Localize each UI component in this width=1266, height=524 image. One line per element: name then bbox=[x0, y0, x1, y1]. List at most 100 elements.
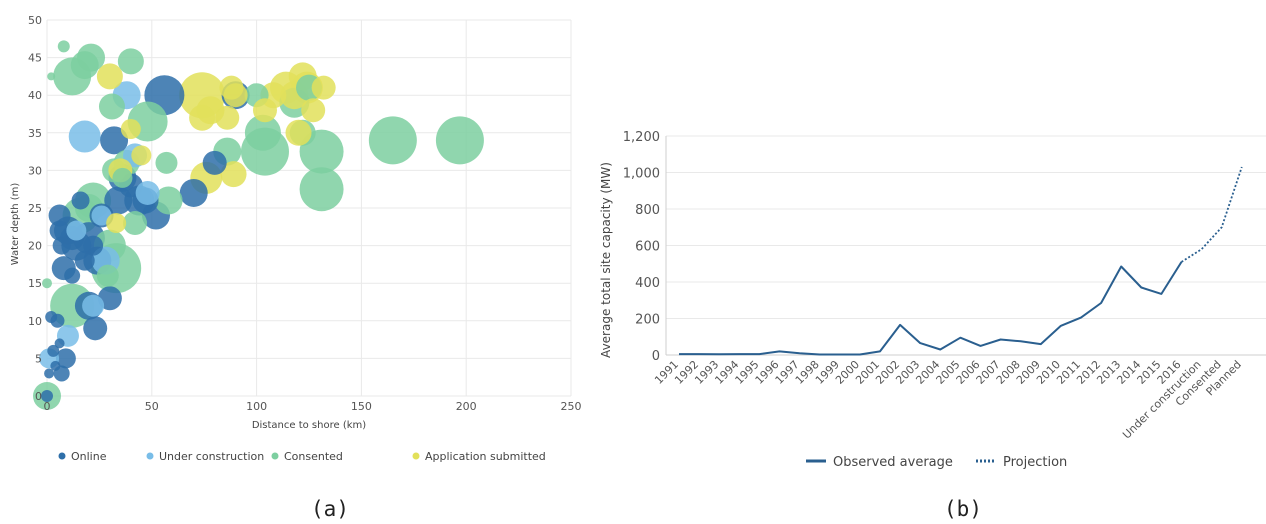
x-tick-label: 200 bbox=[456, 400, 477, 413]
projection-line bbox=[1181, 166, 1243, 263]
bubble-chart: 0 50 100 150 200 250 0 5 10 15 20 25 30 35 40 45 50 Dis… bbox=[10, 14, 582, 463]
bubble-online bbox=[64, 267, 81, 284]
bubble-application-submitted bbox=[252, 98, 277, 123]
y-tick-label: 15 bbox=[28, 277, 42, 290]
bubble-consented bbox=[77, 43, 106, 72]
bubble-consented bbox=[244, 114, 281, 151]
legend: Observed average Projection bbox=[806, 455, 1067, 470]
bubble-online bbox=[52, 236, 71, 255]
y-axis-label: Average total site capacity (MW) bbox=[599, 162, 613, 358]
bubble-online bbox=[48, 204, 71, 227]
bubble-application-submitted bbox=[311, 75, 336, 100]
bubble-consented bbox=[155, 151, 178, 174]
bubble-under-construction bbox=[82, 294, 105, 317]
bubble-consented bbox=[117, 48, 144, 75]
x-tick-labels: 1991199219931994199519961997199819992000… bbox=[652, 358, 1244, 442]
bubble-online bbox=[47, 344, 60, 357]
legend-item: Consented bbox=[271, 450, 343, 463]
x-tick-label: 100 bbox=[246, 400, 267, 413]
legend-marker bbox=[146, 452, 154, 460]
bubble-online bbox=[54, 338, 65, 349]
legend: Online Under construction Consented Applica… bbox=[58, 450, 546, 463]
y-tick-label: 0 bbox=[652, 349, 660, 364]
bubble-under-construction bbox=[68, 120, 101, 153]
legend-label: Observed average bbox=[833, 455, 953, 470]
bubble-online bbox=[74, 250, 95, 271]
x-tick-label: 250 bbox=[561, 400, 582, 413]
x-tick-label: 0 bbox=[44, 400, 51, 413]
y-tick-label: 30 bbox=[28, 164, 42, 177]
grid bbox=[665, 135, 1266, 356]
bubble-under-construction bbox=[66, 220, 87, 241]
y-tick-label: 1,200 bbox=[623, 130, 660, 145]
bubble-consented bbox=[154, 186, 183, 215]
bubble-online bbox=[100, 126, 129, 155]
y-tick-label: 40 bbox=[28, 89, 42, 102]
bubble-online bbox=[49, 220, 70, 241]
x-tick-label: 50 bbox=[145, 400, 159, 413]
y-tick-label: 600 bbox=[635, 240, 660, 255]
bubble-consented bbox=[42, 278, 52, 289]
bubble-consented bbox=[98, 93, 125, 120]
series-lines bbox=[679, 166, 1243, 356]
y-tick-labels: 0 200 400 600 800 1,000 1,200 bbox=[623, 130, 660, 364]
bubble-consented bbox=[435, 116, 484, 165]
x-tick-label: 150 bbox=[351, 400, 372, 413]
panel-label-b: (b) bbox=[944, 497, 982, 521]
bubble-online bbox=[41, 390, 53, 402]
y-tick-label: 5 bbox=[35, 352, 42, 365]
bubble-online bbox=[83, 316, 108, 341]
bubble-application-submitted bbox=[301, 98, 326, 123]
bubble-online bbox=[83, 235, 104, 256]
bubble-consented bbox=[57, 40, 70, 53]
legend-label: Under construction bbox=[159, 450, 264, 463]
bubble-consented bbox=[47, 72, 56, 81]
y-tick-label: 50 bbox=[28, 14, 42, 27]
legend-item: Observed average bbox=[806, 455, 953, 470]
legend-label: Online bbox=[71, 450, 107, 463]
bubble-consented bbox=[96, 264, 119, 287]
legend-label: Application submitted bbox=[425, 450, 546, 463]
bubble-application-submitted bbox=[223, 83, 248, 108]
legend-marker bbox=[412, 452, 420, 460]
bubble-application-submitted bbox=[285, 119, 312, 146]
y-tick-label: 1,000 bbox=[623, 167, 660, 182]
y-tick-label: 200 bbox=[635, 313, 660, 328]
bubble-consented bbox=[299, 167, 344, 212]
y-tick-label: 0 bbox=[35, 390, 42, 403]
y-tick-label: 400 bbox=[635, 276, 660, 291]
bubble-online bbox=[71, 191, 90, 210]
bubble-application-submitted bbox=[215, 105, 240, 130]
bubble-online bbox=[44, 368, 55, 379]
legend-item: Online bbox=[58, 450, 107, 463]
legend-item: Projection bbox=[976, 455, 1067, 470]
bubble-application-submitted bbox=[131, 145, 152, 166]
legend-item: Under construction bbox=[146, 450, 264, 463]
bubbles bbox=[33, 40, 484, 410]
legend-marker bbox=[58, 452, 66, 460]
legend-item: Application submitted bbox=[412, 450, 546, 463]
y-tick-label: 10 bbox=[28, 315, 42, 328]
y-tick-label: 45 bbox=[28, 52, 42, 65]
bubble-consented bbox=[368, 116, 417, 165]
bubble-online bbox=[45, 311, 58, 324]
bubble-under-construction bbox=[135, 180, 160, 205]
y-tick-label: 800 bbox=[635, 203, 660, 218]
bubble-application-submitted bbox=[189, 104, 216, 131]
bubble-application-submitted bbox=[220, 161, 247, 188]
bubble-consented bbox=[112, 167, 133, 188]
y-tick-labels: 0 5 10 15 20 25 30 35 40 45 50 bbox=[28, 14, 42, 403]
panel-label-a: (a) bbox=[311, 497, 349, 521]
bubble-application-submitted bbox=[106, 213, 127, 234]
x-axis-label: Distance to shore (km) bbox=[252, 420, 366, 431]
y-tick-label: 20 bbox=[28, 240, 42, 253]
bubble-online bbox=[179, 178, 208, 207]
bubble-application-submitted bbox=[120, 119, 141, 140]
legend-label: Consented bbox=[284, 450, 343, 463]
x-tick-labels: 0 50 100 150 200 250 bbox=[44, 400, 582, 413]
line-chart: 1991199219931994199519961997199819992000… bbox=[599, 130, 1266, 470]
y-tick-label: 35 bbox=[28, 127, 42, 140]
legend-label: Projection bbox=[1003, 455, 1067, 470]
observed-average-line bbox=[679, 261, 1183, 356]
